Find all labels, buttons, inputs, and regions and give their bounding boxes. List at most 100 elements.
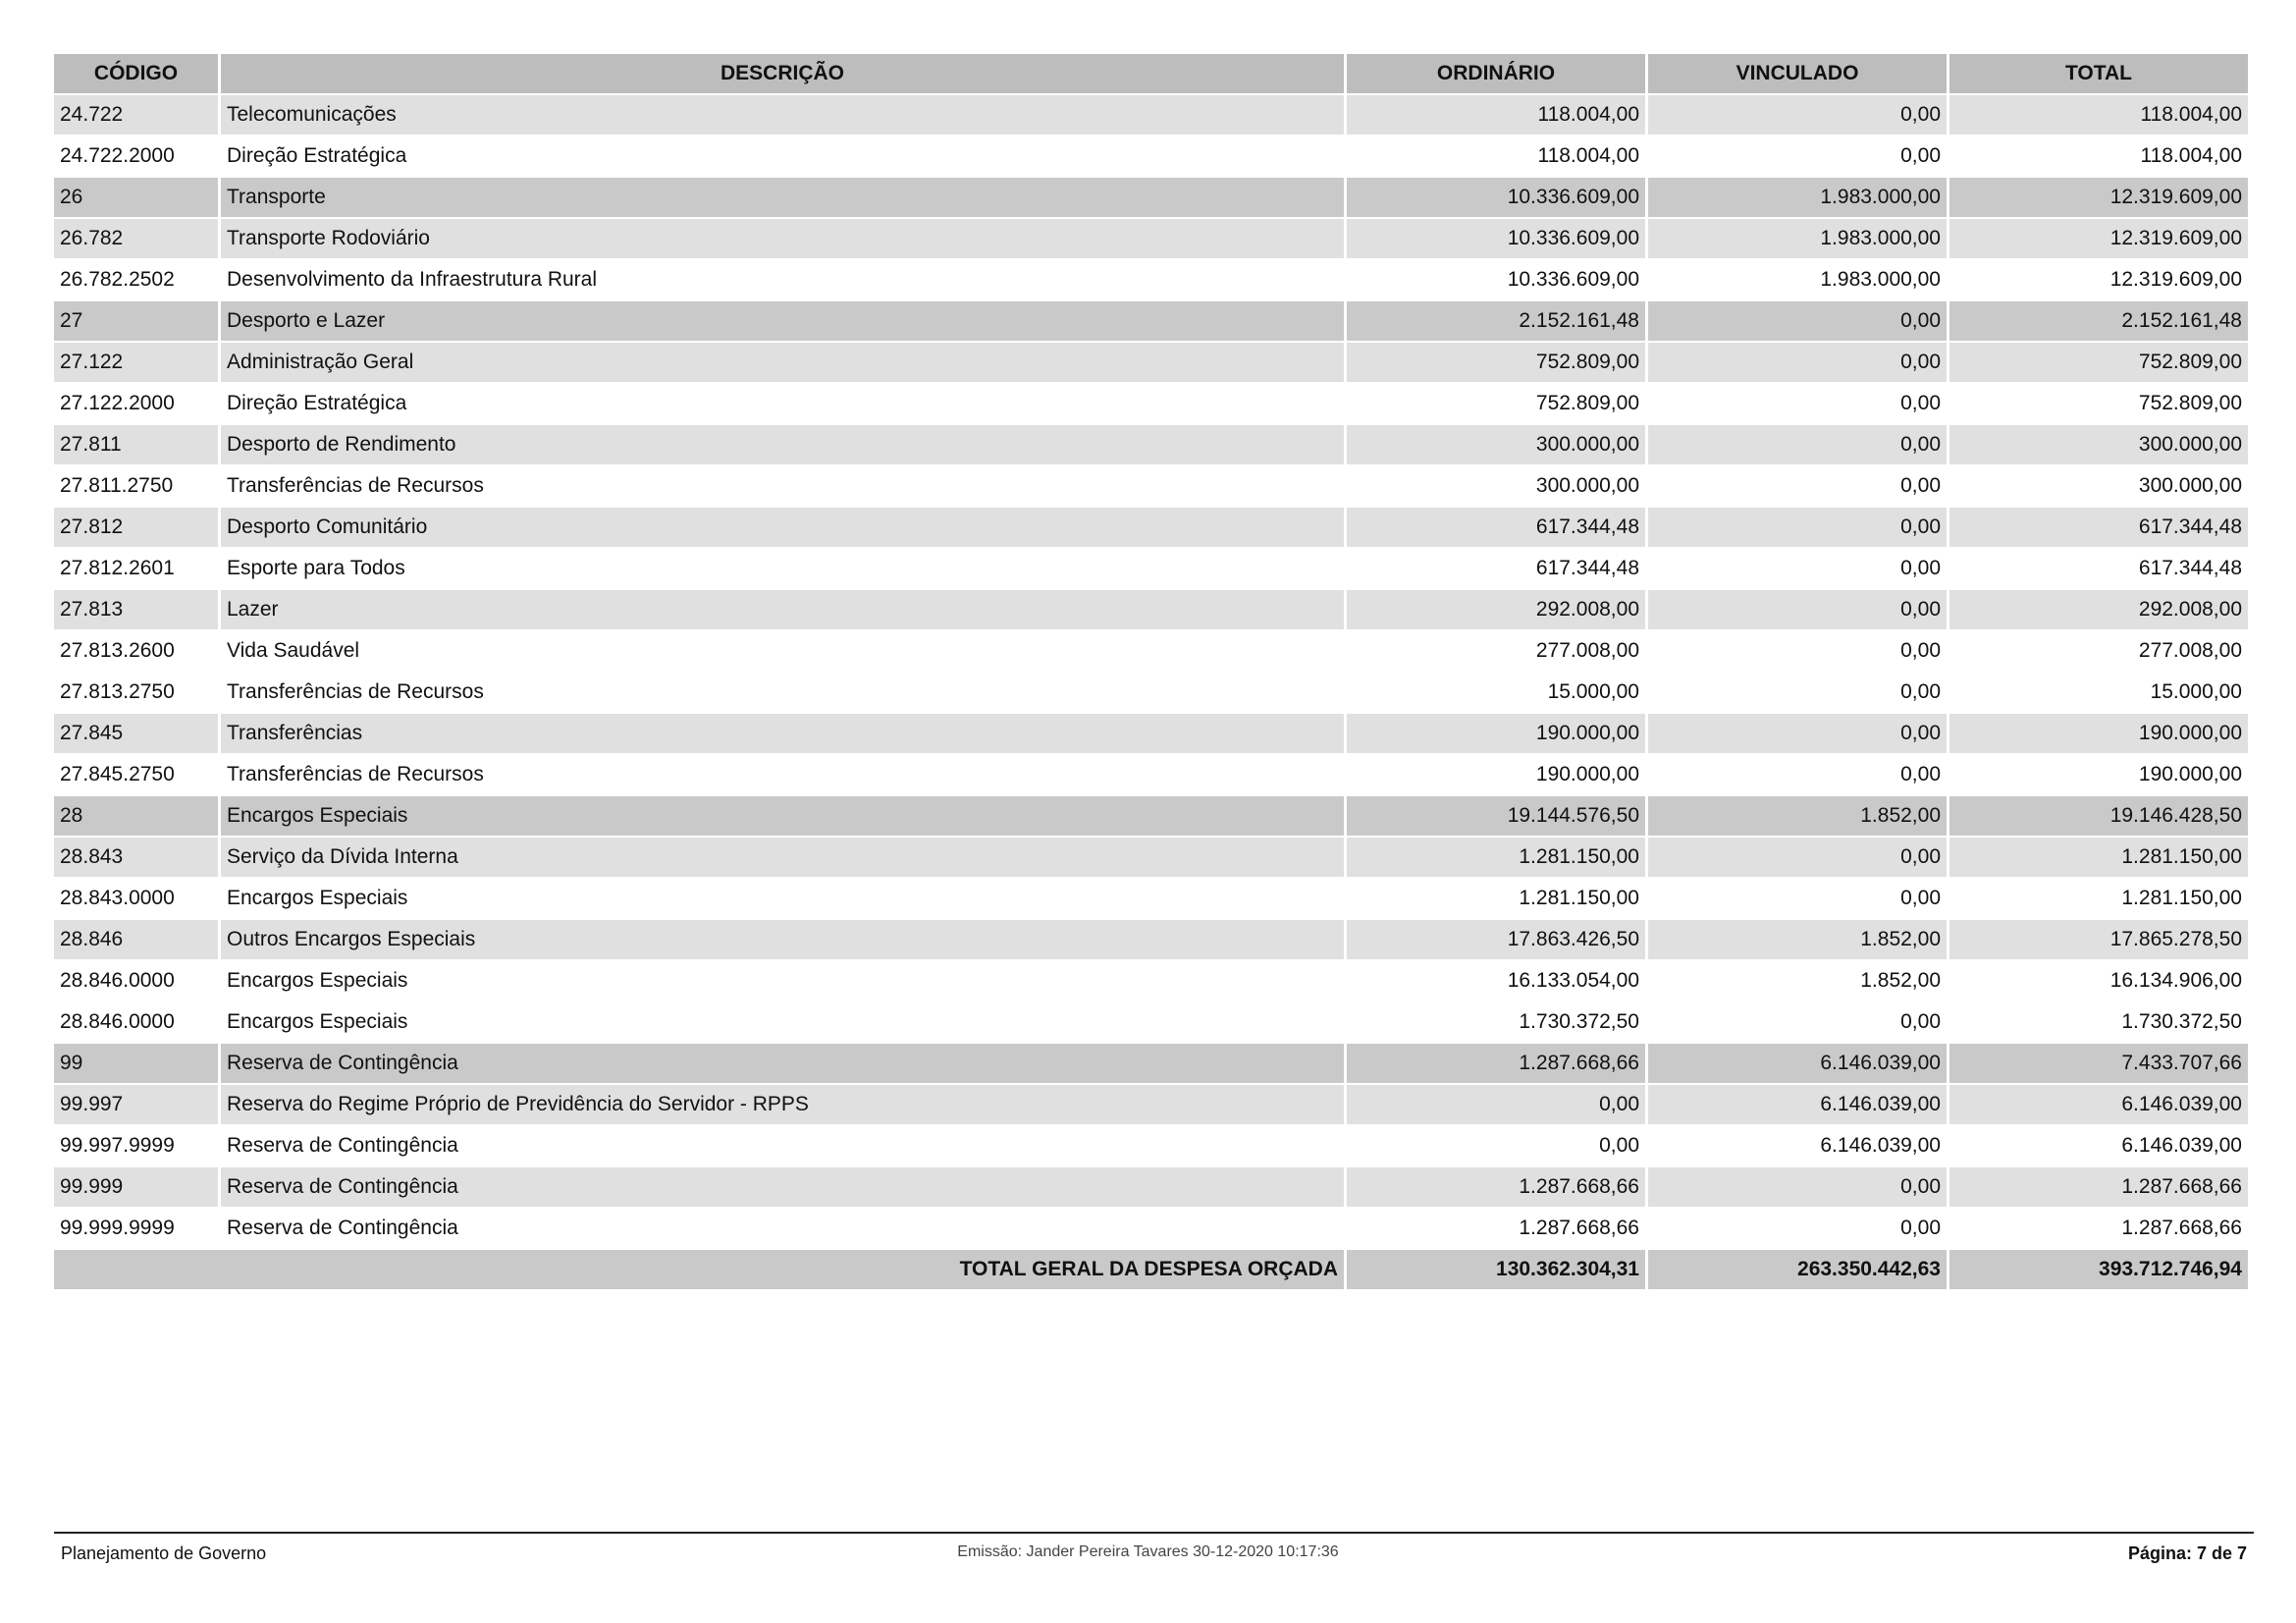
col-descricao: DESCRIÇÃO [221,54,1344,93]
cell-description: Encargos Especiais [221,879,1344,918]
cell-vinculado: 0,00 [1648,879,1947,918]
cell-ordinario: 118.004,00 [1347,136,1645,176]
table-row: 27.122 Administração Geral 752.809,00 0,00 7… [54,343,2248,382]
cell-code: 28.843 [54,838,218,877]
cell-description: Desporto e Lazer [221,301,1344,341]
cell-description: Reserva de Contingência [221,1126,1344,1165]
cell-description: Encargos Especiais [221,961,1344,1001]
table-row: 99 Reserva de Contingência 1.287.668,66 6.1… [54,1044,2248,1083]
table-row: 28.846 Outros Encargos Especiais 17.863.42… [54,920,2248,959]
cell-ordinario: 0,00 [1347,1126,1645,1165]
cell-description: Transporte Rodoviário [221,219,1344,258]
cell-code: 27 [54,301,218,341]
cell-code: 99.997.9999 [54,1126,218,1165]
cell-vinculado: 1.852,00 [1648,920,1947,959]
col-total: TOTAL [1949,54,2248,93]
cell-vinculado: 0,00 [1648,466,1947,506]
cell-code: 27.812.2601 [54,549,218,588]
cell-code: 27.811 [54,425,218,464]
cell-ordinario: 1.281.150,00 [1347,879,1645,918]
total-label: TOTAL GERAL DA DESPESA ORÇADA [54,1250,1344,1289]
cell-total: 617.344,48 [1949,549,2248,588]
cell-total: 190.000,00 [1949,755,2248,794]
cell-code: 27.122.2000 [54,384,218,423]
table-row: 99.997 Reserva do Regime Próprio de Previ… [54,1085,2248,1124]
cell-code: 27.812 [54,508,218,547]
footer-org: Planejamento de Governo [61,1543,267,1563]
cell-ordinario: 190.000,00 [1347,714,1645,753]
cell-vinculado: 6.146.039,00 [1648,1044,1947,1083]
cell-total: 1.287.668,66 [1949,1209,2248,1248]
cell-ordinario: 118.004,00 [1347,95,1645,135]
budget-table: CÓDIGO DESCRIÇÃO ORDINÁRIO VINCULADO TOT… [51,52,2251,1291]
cell-vinculado: 6.146.039,00 [1648,1126,1947,1165]
cell-ordinario: 10.336.609,00 [1347,178,1645,217]
cell-ordinario: 617.344,48 [1347,549,1645,588]
cell-code: 26.782.2502 [54,260,218,299]
cell-vinculado: 0,00 [1648,301,1947,341]
col-codigo: CÓDIGO [54,54,218,93]
table-row: 27.845 Transferências 190.000,00 0,00 190.00… [54,714,2248,753]
cell-ordinario: 190.000,00 [1347,755,1645,794]
cell-description: Administração Geral [221,343,1344,382]
cell-vinculado: 0,00 [1648,425,1947,464]
table-row: 27 Desporto e Lazer 2.152.161,48 0,00 2.152.… [54,301,2248,341]
cell-vinculado: 0,00 [1648,95,1947,135]
cell-total: 19.146.428,50 [1949,796,2248,836]
cell-vinculado: 0,00 [1648,673,1947,712]
cell-vinculado: 1.983.000,00 [1648,219,1947,258]
cell-description: Vida Saudável [221,631,1344,671]
cell-description: Transferências de Recursos [221,673,1344,712]
cell-ordinario: 2.152.161,48 [1347,301,1645,341]
table-row: 28.846.0000 Encargos Especiais 16.133.054,… [54,961,2248,1001]
cell-total: 17.865.278,50 [1949,920,2248,959]
cell-code: 28.843.0000 [54,879,218,918]
cell-code: 28.846.0000 [54,1002,218,1042]
cell-total: 752.809,00 [1949,343,2248,382]
cell-code: 28.846.0000 [54,961,218,1001]
cell-total: 1.287.668,66 [1949,1167,2248,1207]
cell-vinculado: 1.852,00 [1648,961,1947,1001]
cell-total: 292.008,00 [1949,590,2248,629]
cell-code: 24.722 [54,95,218,135]
cell-total: 1.281.150,00 [1949,879,2248,918]
table-row: 99.999.9999 Reserva de Contingência 1.287.… [54,1209,2248,1248]
cell-code: 28 [54,796,218,836]
cell-vinculado: 0,00 [1648,343,1947,382]
cell-description: Serviço da Dívida Interna [221,838,1344,877]
table-row: 26.782.2502 Desenvolvimento da Infraestru… [54,260,2248,299]
table-row: 27.813 Lazer 292.008,00 0,00 292.008,00 [54,590,2248,629]
cell-ordinario: 300.000,00 [1347,466,1645,506]
cell-total: 7.433.707,66 [1949,1044,2248,1083]
table-row: 28.843.0000 Encargos Especiais 1.281.150,0… [54,879,2248,918]
cell-code: 24.722.2000 [54,136,218,176]
cell-vinculado: 0,00 [1648,590,1947,629]
cell-vinculado: 1.983.000,00 [1648,260,1947,299]
cell-total: 12.319.609,00 [1949,219,2248,258]
cell-code: 27.811.2750 [54,466,218,506]
cell-description: Reserva de Contingência [221,1209,1344,1248]
cell-description: Transferências de Recursos [221,466,1344,506]
cell-ordinario: 1.287.668,66 [1347,1167,1645,1207]
cell-ordinario: 300.000,00 [1347,425,1645,464]
cell-description: Transferências [221,714,1344,753]
cell-total: 6.146.039,00 [1949,1085,2248,1124]
cell-description: Direção Estratégica [221,136,1344,176]
cell-code: 27.813.2600 [54,631,218,671]
cell-ordinario: 1.730.372,50 [1347,1002,1645,1042]
cell-total: 277.008,00 [1949,631,2248,671]
table-row: 27.122.2000 Direção Estratégica 752.809,00… [54,384,2248,423]
cell-vinculado: 1.983.000,00 [1648,178,1947,217]
table-row: 28 Encargos Especiais 19.144.576,50 1.852,0… [54,796,2248,836]
footer-page: Página: 7 de 7 [2127,1543,2247,1563]
cell-vinculado: 1.852,00 [1648,796,1947,836]
table-row: 27.813.2750 Transferências de Recursos 15.… [54,673,2248,712]
cell-total: 190.000,00 [1949,714,2248,753]
table-row: 24.722.2000 Direção Estratégica 118.004,00… [54,136,2248,176]
cell-vinculado: 0,00 [1648,1002,1947,1042]
cell-ordinario: 617.344,48 [1347,508,1645,547]
cell-ordinario: 752.809,00 [1347,384,1645,423]
col-vinculado: VINCULADO [1648,54,1947,93]
table-row: 99.999 Reserva de Contingência 1.287.668,6… [54,1167,2248,1207]
table-row: 26 Transporte 10.336.609,00 1.983.000,00 12.… [54,178,2248,217]
